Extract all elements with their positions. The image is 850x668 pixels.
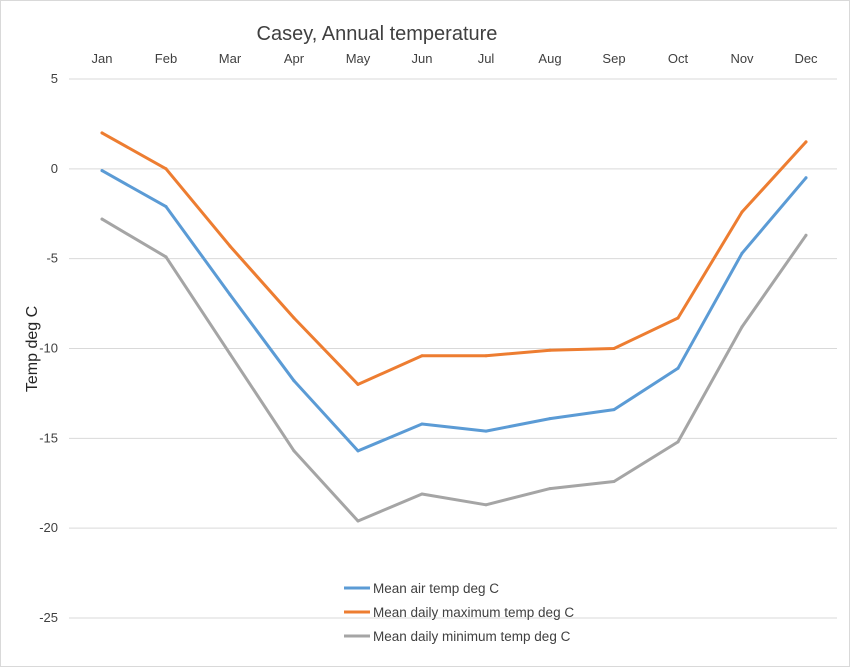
y-tick-label: -10	[39, 341, 58, 356]
series-lines	[100, 131, 808, 523]
data-point	[612, 480, 616, 483]
data-point	[228, 293, 232, 297]
data-point	[164, 205, 168, 209]
y-tick-label: -5	[46, 251, 58, 266]
data-point	[612, 347, 616, 350]
x-tick-label: Mar	[219, 51, 242, 66]
data-point	[228, 352, 232, 356]
data-point	[164, 167, 168, 171]
series-line-1	[100, 169, 808, 453]
data-point	[420, 354, 424, 358]
y-axis-ticks: 5 0 -5 -10 -15 -20 -25	[39, 71, 58, 625]
data-point	[484, 429, 488, 433]
x-tick-label: Jan	[92, 51, 113, 66]
data-point	[804, 233, 808, 237]
legend-label: Mean daily maximum temp deg C	[373, 605, 574, 620]
data-point	[100, 131, 104, 135]
legend-label: Mean daily minimum temp deg C	[373, 629, 571, 644]
data-point	[676, 440, 680, 444]
legend-label: Mean air temp deg C	[373, 581, 499, 596]
data-point	[484, 503, 488, 507]
data-point	[676, 366, 680, 370]
x-tick-label: Oct	[668, 51, 689, 66]
y-axis-label: Temp deg C	[24, 306, 41, 392]
data-point	[676, 316, 680, 320]
x-tick-label: May	[346, 51, 371, 66]
x-tick-label: Aug	[538, 51, 561, 66]
data-point	[804, 176, 808, 180]
data-point	[548, 348, 552, 352]
legend: Mean air temp deg C Mean daily maximum te…	[344, 581, 574, 644]
data-point	[292, 379, 296, 383]
x-tick-label: Sep	[602, 51, 625, 66]
data-point	[420, 492, 424, 496]
x-tick-label: Nov	[730, 51, 754, 66]
data-point	[740, 210, 744, 214]
data-point	[356, 449, 360, 453]
x-tick-label: Jul	[478, 51, 495, 66]
x-tick-label: Feb	[155, 51, 177, 66]
data-point	[228, 244, 232, 248]
data-point	[548, 487, 552, 491]
data-point	[100, 169, 104, 173]
series-line-3	[100, 217, 808, 523]
data-point	[740, 251, 744, 255]
y-tick-label: 5	[51, 71, 58, 86]
data-point	[548, 417, 552, 421]
y-tick-label: -15	[39, 430, 58, 445]
data-point	[100, 217, 104, 221]
chart-title: Casey, Annual temperature	[257, 23, 498, 45]
data-point	[804, 140, 808, 144]
x-tick-label: Dec	[794, 51, 818, 66]
x-tick-label: Apr	[284, 51, 305, 66]
data-point	[356, 382, 360, 386]
y-tick-label: -25	[39, 610, 58, 625]
gridlines	[69, 78, 837, 619]
x-axis-ticks: Jan Feb Mar Apr May Jun Jul Aug Sep Oct Nov Dec	[92, 51, 819, 66]
y-tick-label: 0	[51, 161, 58, 176]
data-point	[292, 316, 296, 320]
data-point	[420, 422, 424, 426]
data-point	[164, 255, 168, 259]
data-point	[356, 519, 360, 523]
data-point	[612, 408, 616, 412]
x-tick-label: Jun	[412, 51, 433, 66]
y-tick-label: -20	[39, 520, 58, 535]
data-point	[484, 354, 488, 358]
data-point	[292, 449, 296, 453]
data-point	[740, 325, 744, 329]
series-line-2	[100, 131, 808, 386]
